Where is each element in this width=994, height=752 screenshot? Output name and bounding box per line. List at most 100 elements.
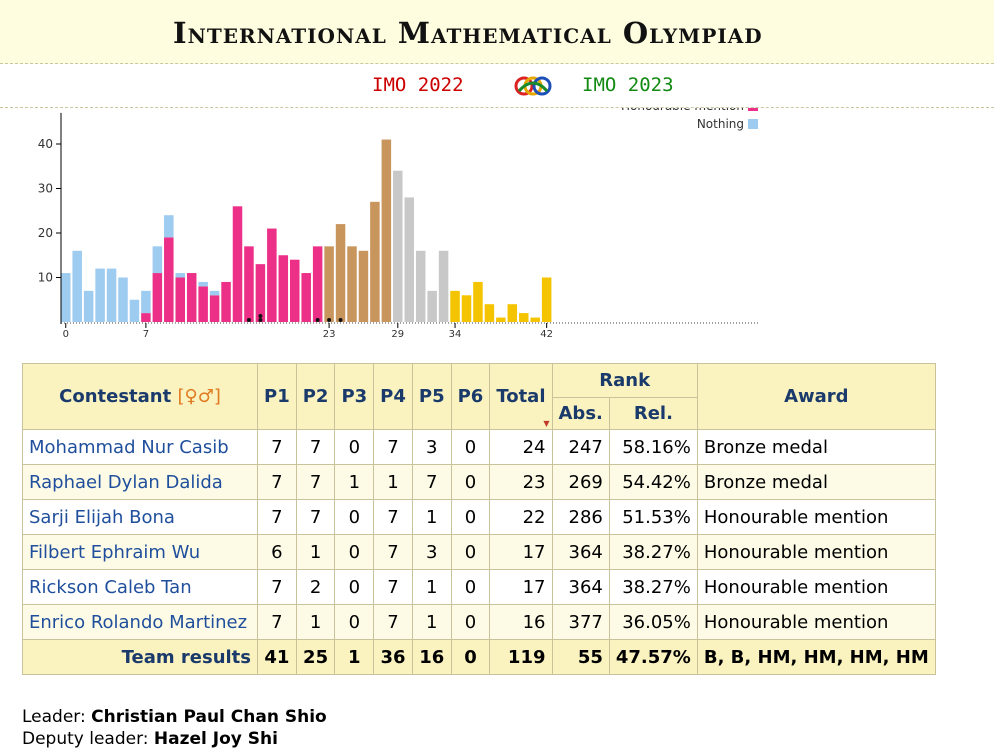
bar (381, 139, 392, 322)
bar (484, 304, 495, 322)
bar (152, 273, 163, 322)
y-tick-label: 20 (38, 226, 53, 240)
problem-score: 0 (450, 569, 491, 605)
x-tick-label: 0 (63, 329, 69, 340)
sort-indicator-icon: ▼ (543, 419, 550, 428)
team-problem-score: 0 (450, 639, 491, 675)
team-awards: B, B, HM, HM, HM, HM (696, 639, 936, 675)
problem-score: 1 (295, 534, 336, 570)
legend-swatch (748, 119, 758, 129)
bar (427, 290, 437, 322)
results-table: Contestant [♀♂] P1 P2 P3 P4 P5 P6 Total ▼… (22, 363, 936, 675)
col-p5[interactable]: P5 (411, 363, 452, 430)
bar (404, 197, 414, 322)
problem-score: 7 (257, 464, 297, 500)
bar (335, 224, 346, 322)
leader-name: Christian Paul Chan Shio (91, 707, 327, 727)
col-p3[interactable]: P3 (334, 363, 375, 430)
bar (393, 170, 403, 322)
score-distribution-chart: 10 20 30 40 0 7 23 29 34 42 Honourable mention Not… (38, 108, 760, 340)
col-award[interactable]: Award (696, 363, 936, 430)
contestant-name-link[interactable]: Enrico Rolando Martinez (22, 604, 258, 640)
y-tick-label: 30 (38, 182, 53, 196)
contestant-name-link[interactable]: Raphael Dylan Dalida (22, 464, 258, 500)
bar (450, 290, 460, 322)
next-year-link[interactable]: IMO 2023 (582, 74, 674, 96)
year-navigation: IMO 2022 IMO 2023 (0, 64, 994, 108)
problem-score: 7 (295, 464, 336, 500)
site-header: International Mathematical Olympiad (0, 0, 994, 64)
bar (255, 264, 266, 322)
problem-score: 7 (373, 499, 413, 535)
team-leaders: Leader: Christian Paul Chan Shio Deputy … (22, 706, 327, 750)
total-score: 17 (489, 534, 553, 570)
bar (141, 313, 151, 322)
bar (267, 228, 277, 322)
total-score: 17 (489, 569, 553, 605)
problem-score: 1 (411, 604, 452, 640)
problem-score: 0 (334, 604, 375, 640)
rank-rel: 38.27% (608, 569, 698, 605)
chart-legend: Honourable mention Nothing (621, 108, 758, 131)
col-contestant[interactable]: Contestant [♀♂] (22, 363, 258, 430)
bar (175, 277, 185, 322)
bar (496, 317, 506, 322)
rank-abs: 247 (551, 429, 610, 465)
contestant-name-link[interactable]: Rickson Caleb Tan (22, 569, 258, 605)
bar (415, 250, 426, 322)
bar (95, 268, 105, 322)
col-rank-rel[interactable]: Rel. (608, 397, 698, 430)
contestant-name-link[interactable]: Mohammad Nur Casib (22, 429, 258, 465)
problem-score: 7 (257, 429, 297, 465)
contestant-name-link[interactable]: Filbert Ephraim Wu (22, 534, 258, 570)
table-row: Raphael Dylan Dalida 7 7 1 1 7 0 23 269 54.42% Bro… (22, 464, 936, 500)
total-score: 24 (489, 429, 553, 465)
award-cell: Honourable mention (696, 499, 936, 535)
problem-score: 7 (257, 604, 297, 640)
col-p6[interactable]: P6 (450, 363, 491, 430)
bar (461, 295, 472, 322)
legend-label: Nothing (697, 117, 744, 131)
table-row: Mohammad Nur Casib 7 7 0 7 3 0 24 247 58.16% Bronz… (22, 429, 936, 465)
award-cell: Honourable mention (696, 569, 936, 605)
prev-year-link[interactable]: IMO 2022 (372, 74, 464, 96)
problem-score: 0 (334, 569, 375, 605)
bar (347, 246, 357, 322)
table-row: Filbert Ephraim Wu 6 1 0 7 3 0 17 364 38.27% Honou… (22, 534, 936, 570)
award-cell: Bronze medal (696, 429, 936, 465)
rank-abs: 364 (551, 569, 610, 605)
bar (290, 259, 300, 322)
problem-score: 0 (334, 429, 375, 465)
problem-score: 3 (411, 534, 452, 570)
col-rank-abs[interactable]: Abs. (551, 397, 610, 430)
problem-score: 7 (257, 499, 297, 535)
legend-swatch (748, 108, 758, 111)
problem-score: 6 (257, 534, 297, 570)
problem-score: 1 (334, 464, 375, 500)
bar (198, 281, 208, 287)
col-p4[interactable]: P4 (373, 363, 413, 430)
col-total[interactable]: Total ▼ (489, 363, 553, 430)
bar (473, 281, 483, 322)
deputy-leader-line: Deputy leader: Hazel Joy Shi (22, 728, 327, 750)
bar (209, 290, 220, 296)
y-tick-label: 10 (38, 271, 53, 285)
contestant-name-link[interactable]: Sarji Elijah Bona (22, 499, 258, 535)
x-tick-label: 42 (540, 329, 553, 340)
col-p2[interactable]: P2 (295, 363, 336, 430)
team-results-row: Team results 41 25 1 36 16 0 119 55 47.57% B, B, H… (22, 639, 936, 675)
problem-score: 1 (411, 569, 452, 605)
problem-score: 0 (450, 464, 491, 500)
bar (232, 206, 243, 322)
award-cell: Honourable mention (696, 534, 936, 570)
total-score: 22 (489, 499, 553, 535)
problem-score: 7 (373, 534, 413, 570)
problem-score: 7 (295, 429, 336, 465)
total-header-label: Total (496, 386, 546, 407)
bar (164, 237, 174, 322)
problem-score: 1 (373, 464, 413, 500)
bar (370, 201, 380, 322)
col-p1[interactable]: P1 (257, 363, 297, 430)
team-score-marker (246, 318, 251, 322)
sex-filter-toggle[interactable]: [♀♂] (177, 386, 221, 407)
